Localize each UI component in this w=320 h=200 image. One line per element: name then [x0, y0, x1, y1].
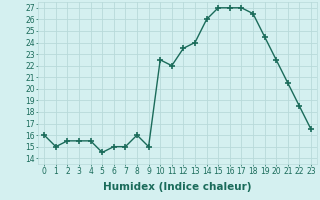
X-axis label: Humidex (Indice chaleur): Humidex (Indice chaleur) — [103, 182, 252, 192]
